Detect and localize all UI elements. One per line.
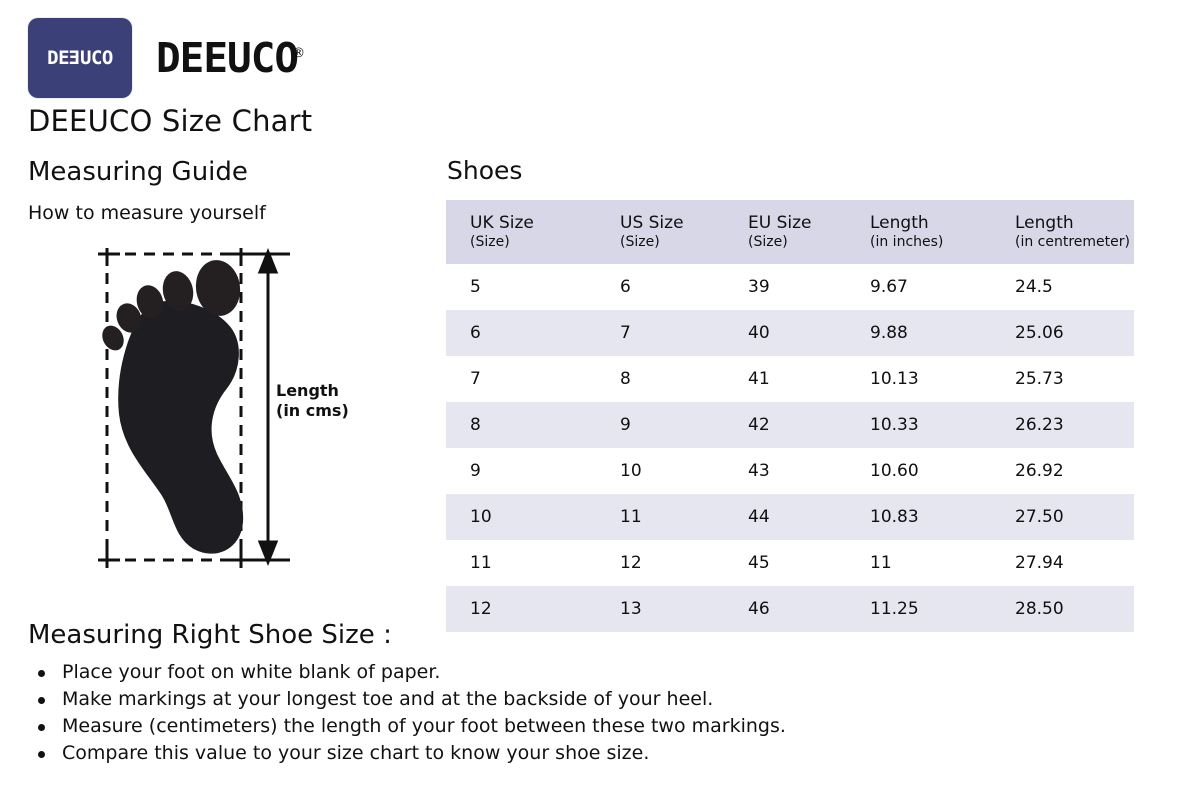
table-cell: 45 [748, 553, 770, 573]
column-header-sub: (Size) [748, 233, 788, 250]
table-cell: 39 [748, 277, 770, 297]
wordmark-text: DEEUCO [156, 34, 299, 82]
measuring-guide-title: Measuring Guide [28, 157, 248, 187]
table-cell: 8 [470, 415, 481, 435]
column-header-main: US Size [620, 213, 684, 234]
table-cell: 26.92 [1015, 461, 1064, 481]
table-cell: 9 [620, 415, 631, 435]
table-cell: 10.83 [870, 507, 919, 527]
table-cell: 6 [620, 277, 631, 297]
column-header-main: EU Size [748, 213, 812, 234]
table-cell: 11 [870, 553, 892, 573]
registered-trademark-icon: ® [292, 46, 305, 62]
measuring-guide-subtitle: How to measure yourself [28, 202, 266, 224]
instruction-item: Make markings at your longest toe and at… [34, 686, 786, 713]
table-row: 5 6 39 9.67 24.5 [446, 264, 1134, 310]
table-cell: 13 [620, 599, 642, 619]
table-cell: 25.73 [1015, 369, 1064, 389]
brand-wordmark: DEEUCO® [156, 34, 305, 82]
diagram-length-label-line2: (in cms) [276, 401, 349, 420]
table-cell: 11 [470, 553, 492, 573]
table-cell: 44 [748, 507, 770, 527]
column-header-sub: (in centremeter) [1015, 233, 1130, 250]
shoe-size-table: UK Size (Size) US Size (Size) EU Size (S… [446, 200, 1134, 632]
table-cell: 28.50 [1015, 599, 1064, 619]
table-row: 10 11 44 10.83 27.50 [446, 494, 1134, 540]
column-header-length-cm: Length (in centremeter) [991, 200, 1134, 264]
table-header: UK Size (Size) US Size (Size) EU Size (S… [446, 200, 1134, 264]
column-header-length-inches: Length (in inches) [846, 200, 991, 264]
column-header-sub: (Size) [620, 233, 660, 250]
table-cell: 11.25 [870, 599, 919, 619]
table-row: 7 8 41 10.13 25.73 [446, 356, 1134, 402]
table-cell: 41 [748, 369, 770, 389]
table-cell: 8 [620, 369, 631, 389]
table-cell: 10.33 [870, 415, 919, 435]
column-header-main: Length [870, 213, 929, 234]
instruction-item: Compare this value to your size chart to… [34, 740, 786, 767]
table-body: 5 6 39 9.67 24.5 6 7 40 9.88 25.06 7 8 41 10.13 25.73 8… [446, 264, 1134, 632]
table-cell: 25.06 [1015, 323, 1064, 343]
table-cell: 5 [470, 277, 481, 297]
table-row: 9 10 43 10.60 26.92 [446, 448, 1134, 494]
table-cell: 10.60 [870, 461, 919, 481]
table-cell: 27.50 [1015, 507, 1064, 527]
column-header-us-size: US Size (Size) [596, 200, 724, 264]
table-row: 8 9 42 10.33 26.23 [446, 402, 1134, 448]
instructions-list: Place your foot on white blank of paper.… [34, 659, 786, 767]
table-cell: 9 [470, 461, 481, 481]
diagram-length-label-line1: Length [276, 381, 339, 400]
column-header-eu-size: EU Size (Size) [724, 200, 846, 264]
table-header-row: UK Size (Size) US Size (Size) EU Size (S… [446, 200, 1134, 264]
table-cell: 43 [748, 461, 770, 481]
table-cell: 10 [470, 507, 492, 527]
column-header-sub: (Size) [470, 233, 510, 250]
table-cell: 10.13 [870, 369, 919, 389]
table-cell: 6 [470, 323, 481, 343]
instructions-title: Measuring Right Shoe Size : [28, 620, 392, 650]
table-row: 6 7 40 9.88 25.06 [446, 310, 1134, 356]
table-cell: 7 [470, 369, 481, 389]
instruction-item: Measure (centimeters) the length of your… [34, 713, 786, 740]
table-cell: 11 [620, 507, 642, 527]
table-cell: 12 [620, 553, 642, 573]
table-cell: 26.23 [1015, 415, 1064, 435]
shoes-section-label: Shoes [447, 156, 523, 185]
table-cell: 9.88 [870, 323, 908, 343]
table-cell: 9.67 [870, 277, 908, 297]
table-cell: 27.94 [1015, 553, 1064, 573]
footprint-icon [102, 260, 244, 554]
table-cell: 42 [748, 415, 770, 435]
column-header-uk-size: UK Size (Size) [446, 200, 596, 264]
column-header-main: Length [1015, 213, 1074, 234]
table-cell: 10 [620, 461, 642, 481]
page-title: DEEUCO Size Chart [28, 104, 313, 138]
foot-tick-marks [98, 246, 290, 568]
table-cell: 24.5 [1015, 277, 1053, 297]
table-cell: 7 [620, 323, 631, 343]
instruction-item: Place your foot on white blank of paper. [34, 659, 786, 686]
column-header-sub: (in inches) [870, 233, 944, 250]
brand-logo: DEEUCO DEEUCO® [28, 18, 305, 98]
table-row: 11 12 45 11 27.94 [446, 540, 1134, 586]
table-cell: 12 [470, 599, 492, 619]
logo-badge-text: DEEUCO [47, 47, 113, 69]
table-cell: 40 [748, 323, 770, 343]
logo-badge-icon: DEEUCO [28, 18, 132, 98]
length-measure-arrow [257, 247, 279, 567]
foot-measurement-diagram: Length (in cms) [90, 246, 390, 578]
column-header-main: UK Size [470, 213, 534, 234]
table-cell: 46 [748, 599, 770, 619]
table-row: 12 13 46 11.25 28.50 [446, 586, 1134, 632]
